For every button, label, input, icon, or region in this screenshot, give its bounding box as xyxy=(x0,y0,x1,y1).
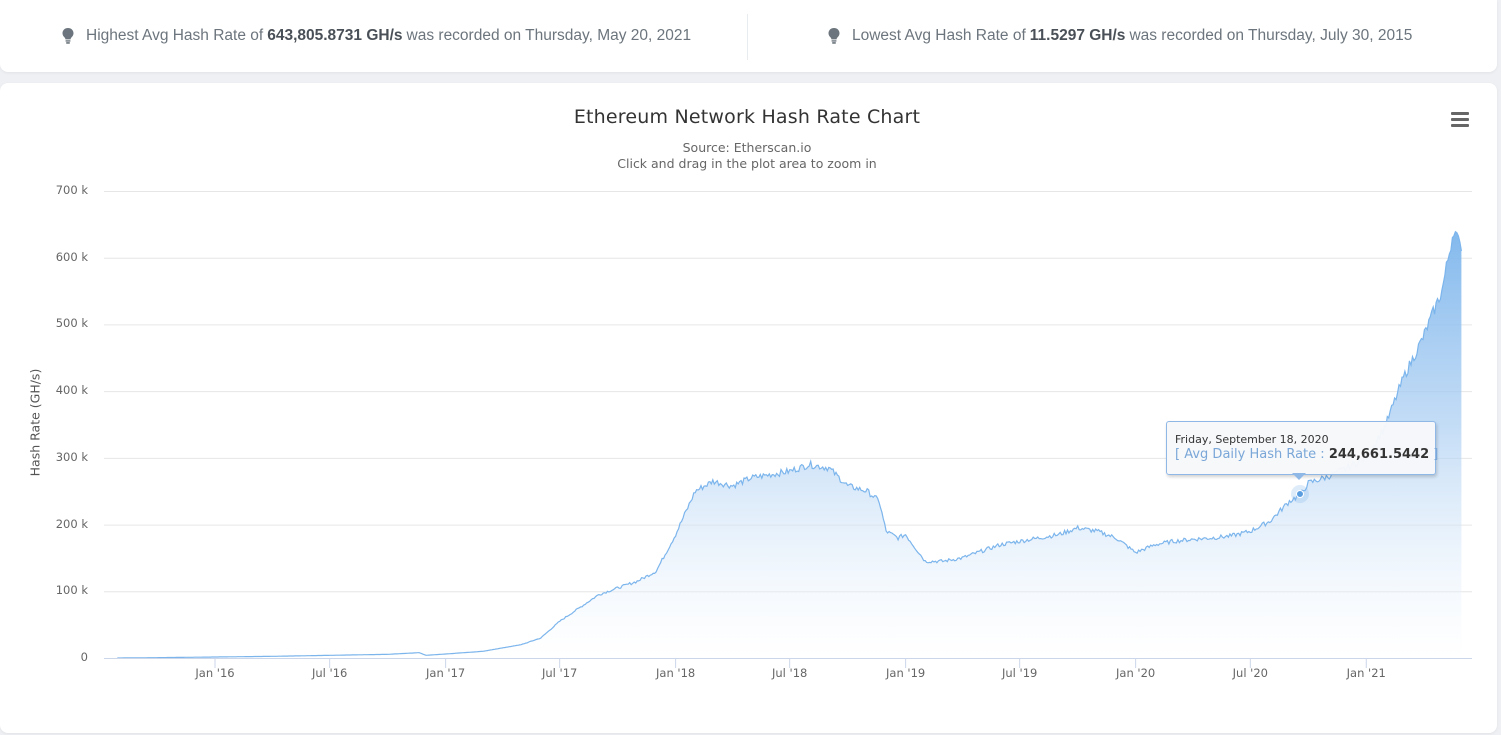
x-tick-label: Jul '18 xyxy=(772,666,808,680)
lightbulb-icon xyxy=(62,28,74,44)
tooltip-date: Friday, September 18, 2020 xyxy=(1175,433,1329,446)
chart-tooltip: Friday, September 18, 2020 [ Avg Daily H… xyxy=(1166,421,1438,475)
tooltip-series-label: Avg Daily Hash Rate : xyxy=(1184,447,1325,462)
highest-prefix: Highest Avg Hash Rate of xyxy=(86,27,264,44)
hash-rate-area xyxy=(117,231,1462,658)
highlighted-point-marker[interactable] xyxy=(1296,490,1304,498)
chart-title: Ethereum Network Hash Rate Chart xyxy=(573,106,921,128)
x-tick-label: Jul '20 xyxy=(1232,666,1268,680)
chart-context-menu-button[interactable] xyxy=(1446,108,1474,130)
tooltip-value-line: [ Avg Daily Hash Rate : 244,661.5442 ] xyxy=(1175,447,1438,462)
y-tick-label: 100 k xyxy=(55,583,88,598)
x-tick-label: Jan '17 xyxy=(426,666,466,680)
y-tick-label: 0 xyxy=(80,650,88,664)
hash-rate-line[interactable] xyxy=(117,230,1462,659)
y-tick-label: 500 k xyxy=(55,316,88,331)
chart-zoom-hint: Click and drag in the plot area to zoom … xyxy=(617,156,877,171)
highest-value: 643,805.8731 GH/s xyxy=(267,27,403,44)
lowest-value: 11.5297 GH/s xyxy=(1029,27,1126,44)
x-tick-label: Jan '20 xyxy=(1116,666,1156,680)
x-tick-label: Jul '16 xyxy=(312,666,348,680)
highest-suffix: was recorded on Thursday, May 20, 2021 xyxy=(406,27,692,44)
lightbulb-icon xyxy=(828,28,840,44)
y-tick-label: 200 k xyxy=(55,516,88,531)
tooltip-open-bracket: [ xyxy=(1175,447,1181,462)
x-tick-label: Jul '17 xyxy=(542,666,578,680)
tooltip-close-bracket: ] xyxy=(1433,447,1439,462)
highest-hash-rate-stat: Highest Avg Hash Rate of 643,805.8731 GH… xyxy=(62,0,691,72)
stats-divider xyxy=(747,14,748,60)
hamburger-menu-icon-bar xyxy=(1451,118,1469,121)
hash-rate-stats-card: Highest Avg Hash Rate of 643,805.8731 GH… xyxy=(0,0,1497,72)
x-tick-label: Jan '21 xyxy=(1346,666,1386,680)
x-tick-label: Jan '16 xyxy=(195,666,235,680)
lowest-prefix: Lowest Avg Hash Rate of xyxy=(852,27,1026,44)
y-tick-label: 700 k xyxy=(55,183,88,197)
x-tick-label: Jan '19 xyxy=(886,666,926,680)
y-tick-label: 600 k xyxy=(55,249,88,264)
x-tick-label: Jul '19 xyxy=(1002,666,1038,680)
lowest-hash-rate-stat: Lowest Avg Hash Rate of 11.5297 GH/s was… xyxy=(828,0,1412,72)
hamburger-menu-icon-bar xyxy=(1451,124,1469,127)
lowest-suffix: was recorded on Thursday, July 30, 2015 xyxy=(1129,27,1413,44)
chart-source: Source: Etherscan.io xyxy=(682,140,812,155)
y-tick-label: 400 k xyxy=(55,383,88,398)
tooltip-value: 244,661.5442 xyxy=(1328,447,1430,462)
tooltip-pointer xyxy=(1292,473,1306,480)
hamburger-menu-icon xyxy=(1451,112,1469,115)
x-tick-label: Jan '18 xyxy=(656,666,696,680)
x-axis-tick-marks xyxy=(214,658,1367,668)
y-tick-label: 300 k xyxy=(55,449,88,464)
